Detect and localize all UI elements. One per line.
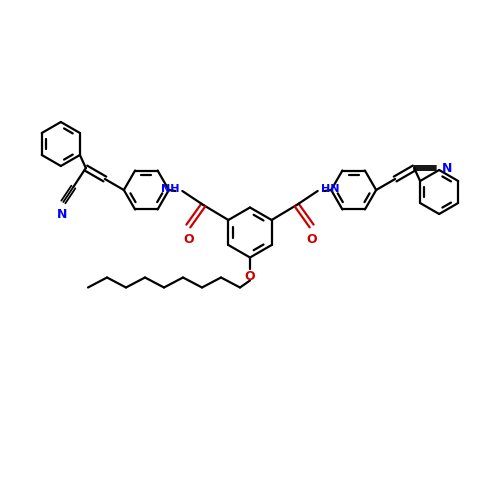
Text: HN: HN [320, 184, 339, 194]
Text: N: N [57, 208, 68, 221]
Text: NH: NH [161, 184, 180, 194]
Text: O: O [183, 233, 194, 246]
Text: N: N [442, 162, 452, 174]
Text: O: O [244, 270, 256, 283]
Text: O: O [306, 233, 317, 246]
